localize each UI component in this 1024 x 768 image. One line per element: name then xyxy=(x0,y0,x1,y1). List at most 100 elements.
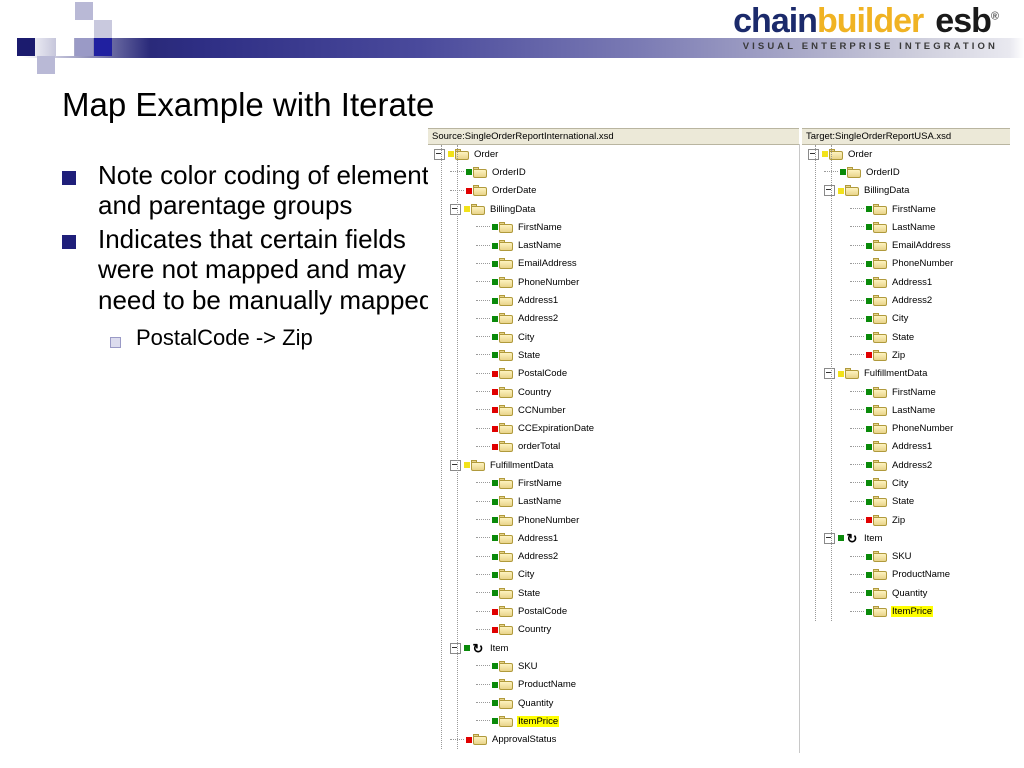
panel-divider[interactable] xyxy=(799,144,803,753)
tree-node[interactable]: FulfillmentData xyxy=(428,456,799,474)
tree-connector-line xyxy=(476,244,490,247)
tree-connector-line xyxy=(850,427,864,430)
tree-node[interactable]: orderTotal xyxy=(428,438,799,456)
logo-text-builder: builder xyxy=(816,2,924,40)
tree-node[interactable]: PostalCode xyxy=(428,365,799,383)
tree-node[interactable]: Address1 xyxy=(428,291,799,309)
tree-node[interactable]: Zip xyxy=(802,511,1010,529)
tree-node[interactable]: Address1 xyxy=(802,273,1010,291)
tree-node[interactable]: EmailAddress xyxy=(428,255,799,273)
tree-node[interactable]: City xyxy=(802,310,1010,328)
tree-node[interactable]: FulfillmentData xyxy=(802,365,1010,383)
collapse-expander-icon[interactable] xyxy=(434,148,445,160)
target-tree[interactable]: Order OrderID BillingData FirstName LastName… xyxy=(802,145,1010,621)
sub-bullet-marker-icon xyxy=(110,336,121,348)
tree-node[interactable]: City xyxy=(802,474,1010,492)
tree-node[interactable]: Zip xyxy=(802,346,1010,364)
tree-connector-line xyxy=(850,573,864,576)
tree-node-label: FirstName xyxy=(518,477,562,489)
tree-node[interactable]: LastName xyxy=(428,236,799,254)
status-marker-green-icon xyxy=(866,260,872,267)
tree-node[interactable]: PhoneNumber xyxy=(428,511,799,529)
tree-node[interactable]: ApprovalStatus xyxy=(428,731,799,749)
tree-node[interactable]: Address1 xyxy=(428,529,799,547)
tree-node[interactable]: ↻ Item xyxy=(428,639,799,657)
tree-node[interactable]: PhoneNumber xyxy=(802,255,1010,273)
tree-node[interactable]: PhoneNumber xyxy=(428,273,799,291)
folder-icon xyxy=(499,532,513,544)
collapse-expander-icon[interactable] xyxy=(824,532,835,544)
status-marker-green-icon xyxy=(866,206,872,213)
tree-node[interactable]: Quantity xyxy=(802,584,1010,602)
tree-node[interactable]: LastName xyxy=(802,401,1010,419)
folder-icon xyxy=(499,295,513,307)
tree-node[interactable]: State xyxy=(428,584,799,602)
tree-node[interactable]: OrderID xyxy=(428,163,799,181)
tree-node[interactable]: CCNumber xyxy=(428,401,799,419)
collapse-expander-icon[interactable] xyxy=(824,185,835,197)
tree-node[interactable]: BillingData xyxy=(428,200,799,218)
tree-node[interactable]: LastName xyxy=(428,493,799,511)
collapse-expander-icon[interactable] xyxy=(450,642,461,654)
tree-node[interactable]: ItemPrice xyxy=(428,712,799,730)
source-tree[interactable]: Order OrderID OrderDate BillingData FirstNam… xyxy=(428,145,799,749)
tree-node[interactable]: FirstName xyxy=(802,383,1010,401)
tree-node[interactable]: SKU xyxy=(802,548,1010,566)
tree-node[interactable]: Address1 xyxy=(802,438,1010,456)
folder-icon xyxy=(873,606,887,618)
tree-node[interactable]: SKU xyxy=(428,657,799,675)
tree-node[interactable]: Order xyxy=(428,145,799,163)
tree-node[interactable]: FirstName xyxy=(428,474,799,492)
banner-square xyxy=(56,2,74,20)
tree-node[interactable]: ProductName xyxy=(428,676,799,694)
source-panel-header: Source:SingleOrderReportInternational.xs… xyxy=(428,128,799,145)
tree-connector-line xyxy=(850,262,864,265)
tree-node[interactable]: FirstName xyxy=(428,218,799,236)
tree-node-label: ProductName xyxy=(892,569,951,581)
collapse-expander-icon[interactable] xyxy=(808,148,819,160)
tree-connector-line xyxy=(476,482,490,484)
tree-node[interactable]: State xyxy=(802,493,1010,511)
tree-node[interactable]: State xyxy=(802,328,1010,346)
collapse-expander-icon[interactable] xyxy=(450,203,461,215)
tree-node[interactable]: Address2 xyxy=(428,310,799,328)
tree-node[interactable]: Address2 xyxy=(802,291,1010,309)
tree-node[interactable]: Country xyxy=(428,383,799,401)
bullet-marker-icon xyxy=(62,171,76,185)
tree-node[interactable]: OrderID xyxy=(802,163,1010,181)
tree-node[interactable]: Address2 xyxy=(428,548,799,566)
tree-connector-line xyxy=(476,720,490,722)
tree-node[interactable]: Quantity xyxy=(428,694,799,712)
status-marker-green-icon xyxy=(866,279,872,286)
tree-node[interactable]: Country xyxy=(428,621,799,639)
tree-node[interactable]: ↻ Item xyxy=(802,529,1010,547)
tree-node-label: City xyxy=(518,569,535,581)
folder-icon xyxy=(873,349,887,361)
tree-node[interactable]: OrderDate xyxy=(428,182,799,200)
tree-node[interactable]: State xyxy=(428,346,799,364)
iterate-icon: ↻ xyxy=(472,640,484,656)
tree-node[interactable]: ProductName xyxy=(802,566,1010,584)
status-marker-green-icon xyxy=(492,553,498,560)
tree-node[interactable]: ItemPrice xyxy=(802,602,1010,620)
collapse-expander-icon[interactable] xyxy=(824,368,835,380)
folder-icon xyxy=(499,276,513,288)
tree-node[interactable]: PhoneNumber xyxy=(802,419,1010,437)
status-marker-green-icon xyxy=(492,242,498,249)
status-marker-red-icon xyxy=(492,443,498,450)
tree-node[interactable]: City xyxy=(428,328,799,346)
bullet-item: Note color coding of elements and parent… xyxy=(62,160,442,220)
tree-node-label: Address1 xyxy=(892,276,933,288)
tree-node-label: PhoneNumber xyxy=(518,514,580,526)
tree-node[interactable]: Address2 xyxy=(802,456,1010,474)
tree-node[interactable]: LastName xyxy=(802,218,1010,236)
tree-node[interactable]: CCExpirationDate xyxy=(428,419,799,437)
tree-node[interactable]: City xyxy=(428,566,799,584)
tree-node[interactable]: Order xyxy=(802,145,1010,163)
tree-node[interactable]: EmailAddress xyxy=(802,236,1010,254)
tree-node[interactable]: PostalCode xyxy=(428,602,799,620)
tree-node[interactable]: FirstName xyxy=(802,200,1010,218)
banner-square xyxy=(56,38,74,56)
collapse-expander-icon[interactable] xyxy=(450,459,461,471)
tree-node[interactable]: BillingData xyxy=(802,182,1010,200)
